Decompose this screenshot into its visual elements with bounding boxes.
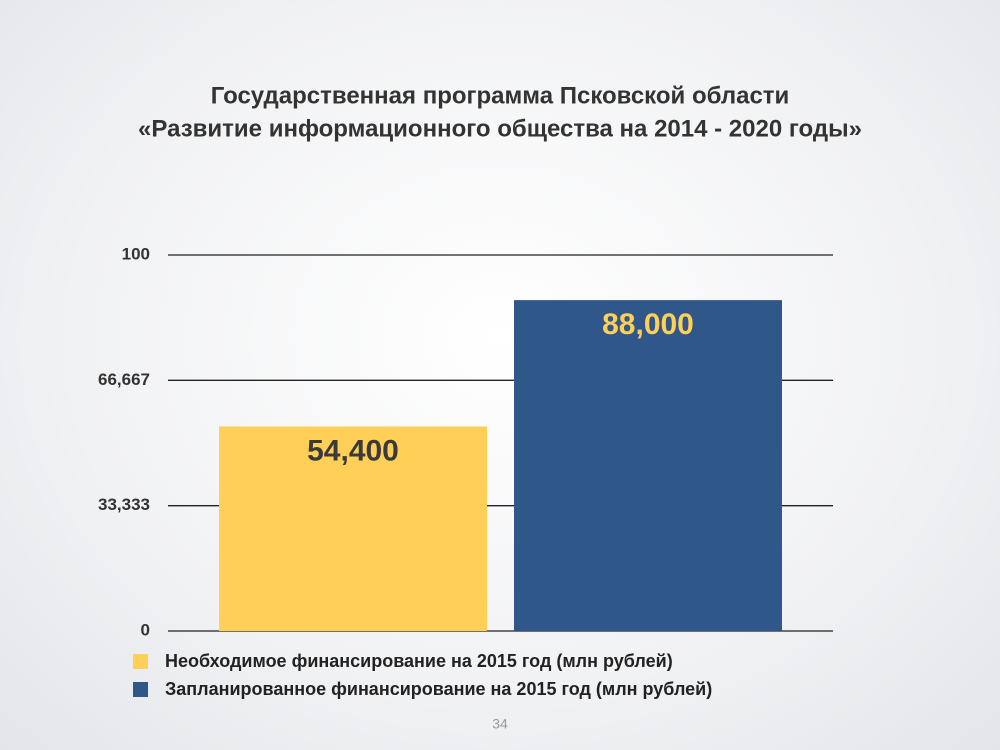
bar <box>514 300 782 631</box>
legend-swatch <box>133 654 148 669</box>
y-tick-label: 33,333 <box>98 495 150 514</box>
y-tick-label: 100 <box>122 244 150 263</box>
y-tick-label: 0 <box>141 620 150 639</box>
page-number: 34 <box>492 716 508 732</box>
legend-label: Необходимое финансирование на 2015 год (… <box>165 651 673 671</box>
bar <box>219 426 487 631</box>
y-tick-label: 66,667 <box>98 370 150 389</box>
legend-swatch <box>133 682 148 697</box>
legend-label: Запланированное финансирование на 2015 г… <box>165 679 712 699</box>
chart-title: «Развитие информационного общества на 20… <box>138 115 862 142</box>
data-label: 54,400 <box>307 434 399 467</box>
data-label: 88,000 <box>602 308 694 341</box>
chart-title: Государственная программа Псковской обла… <box>211 82 790 109</box>
